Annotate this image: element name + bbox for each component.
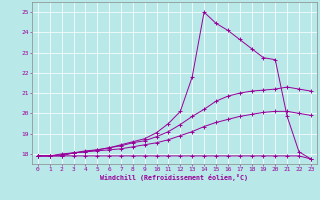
X-axis label: Windchill (Refroidissement éolien,°C): Windchill (Refroidissement éolien,°C): [100, 174, 248, 181]
